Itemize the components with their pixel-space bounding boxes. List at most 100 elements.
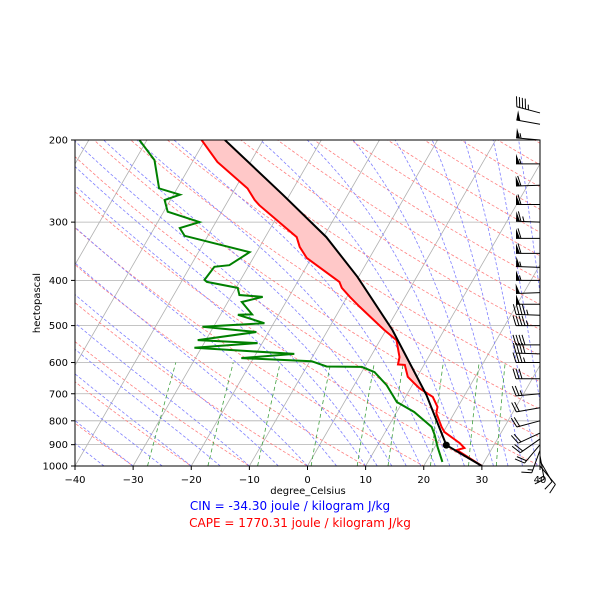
isotherm-line [481,364,540,466]
wind-barb [516,294,540,305]
isotherm-line [132,140,322,466]
background-lines [0,82,600,476]
isotherm-line [307,140,497,466]
y-tick-label: 700 [49,389,68,400]
dewpoint-line [138,140,444,463]
mixing-ratio-line [387,362,404,466]
isotherm-line [75,140,148,266]
dry-adiabat-line [75,341,251,466]
wind-barb [516,153,540,165]
isotherm-line [75,140,90,165]
wind-barb [515,256,541,268]
moist-adiabat-line [75,420,134,466]
y-axis-label: hectopascal [32,273,43,333]
y-tick-label: 300 [49,218,68,229]
dry-adiabat-line [75,264,367,466]
y-tick-label: 1000 [43,462,68,473]
isotherm-line [75,140,264,466]
cape-annotation: CAPE = 1770.31 joule / kilogram J/kg [189,516,411,530]
dry-adiabat-line [507,82,600,476]
wind-barb [521,450,541,474]
x-tick-label: 10 [359,475,372,486]
moist-adiabat-line [173,140,436,466]
x-tick-label: 40 [534,475,547,486]
mixing-ratio-line [495,362,506,466]
isotherm-line [75,140,206,367]
wind-barb [516,270,540,281]
wind-barb [510,417,541,428]
isotherm-line [539,465,540,466]
moist-adiabat-line [518,140,540,296]
dry-adiabat-line [423,140,540,210]
mixing-ratio-line [257,362,281,466]
wind-barb [516,96,541,114]
wind-barb [515,211,541,223]
x-tick-label: −10 [239,475,260,486]
dry-adiabat-line [75,156,540,466]
plot-frame [74,139,541,467]
wind-barb [516,228,540,239]
wind-barb [512,334,540,346]
lcl-marker [442,441,450,449]
wind-barb [510,432,541,444]
wind-barb [515,283,541,295]
x-tick-label: 0 [304,475,310,486]
mixing-ratio-line [468,362,480,466]
dry-adiabat-line [75,381,193,466]
wind-barb [534,455,545,485]
moist-adiabat-line [75,293,279,466]
isotherm-line [0,82,6,466]
wind-barb [512,315,540,327]
moist-adiabat-line [306,140,480,466]
moist-adiabat-line [75,226,337,466]
mixing-ratio-line [310,362,332,466]
wind-barb [516,110,541,125]
wind-barb [515,175,541,187]
wind-barb [511,401,541,413]
moist-adiabat-line [259,140,465,466]
wind-barb [514,444,541,464]
y-tick-label: 800 [49,416,68,427]
moist-adiabat-line [75,322,250,466]
wind-barb [516,194,540,206]
moist-adiabat-line [75,166,378,466]
y-tick-label: 500 [49,321,68,332]
x-tick-label: −30 [123,475,144,486]
y-tick-label: 600 [49,358,68,369]
dry-adiabat-line [276,140,540,305]
temperature-line [200,140,483,466]
wind-barb [516,243,540,254]
wind-barb [512,304,541,316]
isotherm-line [365,163,540,466]
x-axis-label: degree_Celsius [270,486,346,497]
dry-adiabat-line [75,302,309,466]
isotherm-line [190,140,380,466]
moist-adiabat-line [103,140,407,466]
x-tick-label: 20 [417,475,430,486]
x-tick-label: 30 [476,475,489,486]
x-tick-label: −20 [181,475,202,486]
y-tick-label: 400 [49,276,68,287]
wind-barb [512,352,540,364]
moist-adiabat-line [75,184,366,466]
moist-adiabat-line [394,140,509,466]
y-tick-label: 900 [49,440,68,451]
moist-adiabat-line [136,140,422,466]
wind-barbs [510,96,556,494]
moist-adiabat-line [214,140,451,466]
moist-adiabat-line [464,140,538,466]
wind-barb [512,368,540,380]
moist-adiabat-line [75,397,163,466]
profiles [138,140,483,466]
x-tick-label: −40 [64,475,85,486]
wind-barb [511,438,541,454]
axis-ticks: −40 −30 −20 −10 0 10 20 30 40 1000 900 800 700 600 500… [43,136,547,487]
dry-adiabat-line [75,227,425,466]
y-tick-label: 200 [49,136,68,147]
mixing-ratio-line [207,362,234,466]
dry-adiabat-line [533,140,540,144]
moist-adiabat-line [352,140,494,466]
mixing-ratio-line [147,362,177,466]
moist-adiabat-line [75,140,393,466]
